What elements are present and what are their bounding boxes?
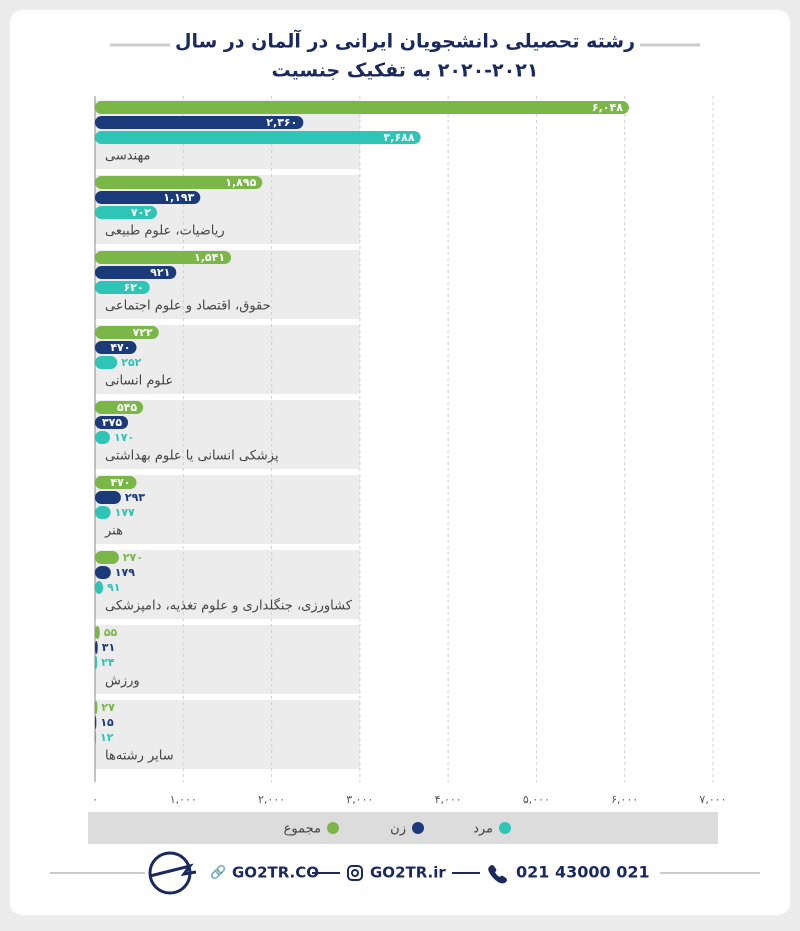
x-tick-label: ۶,۰۰۰	[611, 793, 638, 806]
category-label: ورزش	[105, 674, 140, 689]
bar	[95, 731, 97, 744]
bar	[95, 266, 177, 279]
instagram-icon	[347, 865, 363, 881]
link-icon: 🔗	[210, 864, 226, 881]
value-label: ۹۱	[107, 581, 120, 594]
value-label: ۵۵	[104, 626, 118, 639]
value-label: ۱۵	[100, 716, 114, 729]
plot: ۰ ۱,۰۰۰ ۲,۰۰۰ ۳,۰۰۰ ۴,۰۰۰ ۵,۰۰۰ ۶,۰۰۰ ۷,۰۰۰ ۶,۰۴…	[92, 96, 727, 837]
x-tick-label: ۵,۰۰۰	[523, 793, 550, 806]
bar	[95, 566, 111, 579]
bar	[95, 326, 159, 339]
group-band	[95, 550, 360, 619]
bar	[95, 416, 129, 429]
value-label: ۷۰۲	[131, 206, 151, 219]
value-label: ۱۷۰	[114, 431, 134, 444]
category-label: کشاورزی، جنگلداری و علوم تغذیه، دامپزشکی	[105, 598, 353, 614]
value-label: ۱۷۷	[115, 506, 135, 519]
bar	[95, 656, 98, 669]
x-tick-label: ۴,۰۰۰	[435, 793, 462, 806]
value-label: ۵۴۵	[117, 401, 137, 414]
value-label: ۶,۰۴۸	[592, 101, 623, 114]
chart-title: ۲۰۲۰-۲۰۲۱ به تفکیک جنسیت	[272, 60, 539, 82]
bar	[95, 506, 111, 519]
bar	[95, 626, 100, 639]
value-label: ۲۷	[101, 701, 115, 714]
value-label: ۳,۶۸۸	[384, 131, 415, 144]
legend-label: زن	[390, 822, 406, 837]
bar	[95, 281, 150, 294]
bar	[95, 476, 137, 489]
value-label: ۳۱	[102, 641, 115, 654]
bar	[95, 116, 304, 129]
value-label: ۱,۱۹۳	[163, 191, 194, 204]
category-label: پزشکی انسانی یا علوم بهداشتی	[105, 449, 279, 464]
value-label: ۲۵۲	[121, 356, 141, 369]
website: GO2TR.CO	[232, 864, 319, 882]
bar	[95, 641, 98, 654]
legend-swatch	[327, 822, 339, 834]
bar	[95, 491, 121, 504]
bar	[95, 356, 118, 369]
instagram-icon	[351, 869, 359, 877]
bar	[95, 551, 119, 564]
category-label: علوم انسانی	[105, 374, 173, 389]
value-label: ۱۷۹	[115, 566, 135, 579]
bar	[95, 176, 263, 189]
x-tick-label: ۷,۰۰۰	[699, 793, 726, 806]
value-label: ۲۷۰	[123, 551, 143, 564]
bar	[95, 401, 144, 414]
legend-label: مجموع	[284, 822, 321, 837]
value-label: ۱,۸۹۵	[225, 176, 256, 189]
bar	[95, 101, 629, 114]
bar	[95, 716, 97, 729]
group-band	[95, 475, 360, 544]
bar	[95, 701, 98, 714]
phone-icon	[488, 865, 507, 884]
value-label: ۶۲۰	[124, 281, 144, 294]
value-label: ۲,۳۶۰	[266, 116, 297, 129]
value-label: ۲۹۳	[125, 491, 145, 504]
instagram: GO2TR.ir	[370, 864, 446, 882]
value-label: ۹۲۱	[150, 266, 170, 279]
legend-band	[88, 812, 718, 844]
value-label: ۳۷۵	[102, 416, 122, 429]
value-label: ۱۲	[100, 731, 114, 744]
logo-plane	[149, 863, 197, 878]
value-label: ۱,۵۴۱	[194, 251, 225, 264]
x-tick-label: ۳,۰۰۰	[346, 793, 373, 806]
legend-label: مرد	[473, 822, 493, 837]
category-label: ریاضیات، علوم طبیعی	[105, 224, 225, 239]
bar	[95, 206, 157, 219]
x-tick-label: ۱,۰۰۰	[170, 793, 197, 806]
bar	[95, 131, 421, 144]
group-band	[95, 625, 360, 694]
x-tick-label: ۲,۰۰۰	[258, 793, 285, 806]
category-label: حقوق، اقتصاد و علوم اجتماعی	[105, 299, 271, 314]
value-label: ۴۷۰	[110, 476, 130, 489]
value-label: ۷۲۲	[133, 326, 153, 339]
bar	[95, 581, 104, 594]
bar	[95, 431, 111, 444]
chart-title: رشته تحصیلی دانشجویان ایرانی در آلمان در…	[175, 29, 635, 53]
legend-swatch	[412, 822, 424, 834]
value-label: ۴۷۰	[110, 341, 130, 354]
x-tick-label: ۰	[92, 793, 98, 806]
bar	[95, 251, 232, 264]
group-band	[95, 700, 360, 769]
category-label: مهندسی	[105, 149, 150, 164]
phone: 021 43000 021	[516, 863, 650, 882]
bar	[95, 191, 201, 204]
category-label: هنر	[104, 524, 123, 539]
category-label: سایر رشته‌ها	[105, 749, 174, 764]
value-label: ۲۴	[101, 656, 115, 669]
bar	[95, 341, 137, 354]
legend-swatch	[499, 822, 511, 834]
